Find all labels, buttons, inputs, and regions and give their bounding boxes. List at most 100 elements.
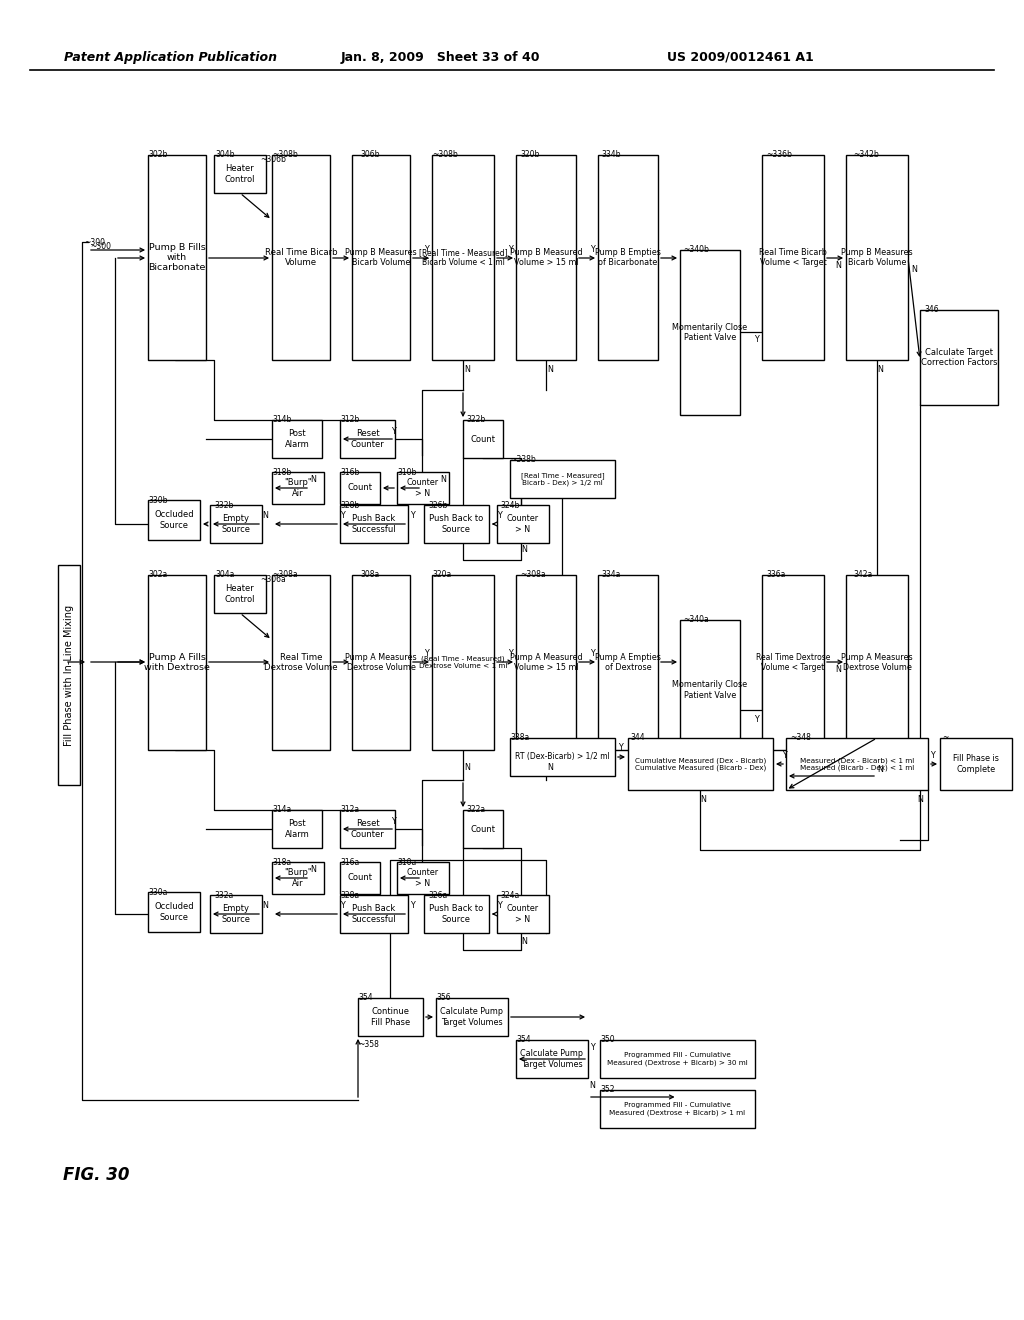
Text: Y: Y [390,817,395,826]
Text: Real Time Bicarb
Volume: Real Time Bicarb Volume [264,248,337,267]
Bar [352,576,410,750]
Text: Programmed Fill - Cumulative
Measured (Dextrose + Bicarb) > 1 ml: Programmed Fill - Cumulative Measured (D… [609,1102,745,1115]
Bar [397,473,449,504]
Bar [598,154,658,360]
Bar [598,576,658,750]
Bar [516,576,575,750]
Text: Y: Y [497,511,502,520]
Text: Count: Count [347,874,373,883]
Text: Y: Y [410,511,415,520]
Text: N: N [589,1081,595,1090]
Text: N: N [547,366,553,375]
Bar [272,420,322,458]
Bar [340,420,395,458]
Bar [397,862,449,894]
Text: 318a: 318a [272,858,291,867]
Text: Measured (Dex - Bicarb) < 1 ml
Measured (Bicarb - Dex) < 1 ml: Measured (Dex - Bicarb) < 1 ml Measured … [800,756,914,771]
Text: N: N [547,763,553,772]
Text: 308a: 308a [360,570,379,579]
Text: 304a: 304a [215,570,234,579]
Text: 304b: 304b [215,150,234,158]
Text: Counter
> N: Counter > N [507,515,539,533]
Text: Y: Y [590,246,594,255]
Bar [516,1040,588,1078]
Text: FIG. 30: FIG. 30 [63,1166,129,1184]
Bar [510,738,615,776]
Text: (Real Time - Measured)
Dextrose Volume < 1 ml: (Real Time - Measured) Dextrose Volume <… [419,656,507,669]
Text: ~338b: ~338b [510,455,536,465]
Text: Real Time
Dextrose Volume: Real Time Dextrose Volume [264,653,338,672]
Text: Y: Y [340,511,344,520]
Text: N: N [918,796,923,804]
Text: 322a: 322a [466,805,485,814]
Text: Occluded
Source: Occluded Source [155,511,194,529]
Bar [424,506,489,543]
Bar [600,1040,755,1078]
Text: ~308a: ~308a [272,570,298,579]
Text: [Real Time - Measured]
Bicarb Volume < 1 ml: [Real Time - Measured] Bicarb Volume < 1… [419,248,507,267]
Text: 326b: 326b [428,502,447,510]
Text: Y: Y [590,1044,594,1052]
Text: N: N [835,665,841,675]
Text: Fill Phase with In-Line Mixing: Fill Phase with In-Line Mixing [63,605,74,746]
Text: Patent Application Publication: Patent Application Publication [63,50,276,63]
Text: 316a: 316a [340,858,359,867]
Bar [272,154,330,360]
Text: "Burp"
Air: "Burp" Air [285,478,312,498]
Text: ~300: ~300 [90,242,111,251]
Text: N: N [464,366,470,375]
Text: Calculate Pump
Target Volumes: Calculate Pump Target Volumes [520,1049,584,1069]
Text: Y: Y [508,649,512,659]
Text: 354: 354 [516,1035,530,1044]
Text: ~308b: ~308b [432,150,458,158]
Text: Empty
Source: Empty Source [221,515,251,533]
Text: Programmed Fill - Cumulative
Measured (Dextrose + Bicarb) > 30 ml: Programmed Fill - Cumulative Measured (D… [607,1052,748,1065]
Bar [680,620,740,760]
Text: 338a: 338a [510,733,529,742]
Text: 302a: 302a [148,570,167,579]
Text: N: N [262,902,268,911]
Bar [846,154,908,360]
Text: Occluded
Source: Occluded Source [155,903,194,921]
Text: N: N [521,937,527,946]
Bar [510,459,615,498]
Text: Y: Y [424,649,428,659]
Text: 334b: 334b [601,150,621,158]
Text: 318b: 318b [272,469,291,477]
Text: N: N [911,265,916,275]
Text: N: N [878,766,883,775]
Text: Y: Y [754,715,759,725]
Text: ~306b: ~306b [260,154,286,164]
Text: Y: Y [781,751,786,760]
Text: ~336b: ~336b [766,150,792,158]
Text: Push Back
Successful: Push Back Successful [351,515,396,533]
Text: Counter
> N: Counter > N [407,869,439,887]
Text: ~308a: ~308a [520,570,546,579]
Bar [358,998,423,1036]
Text: 310a: 310a [397,858,416,867]
Text: Post
Alarm: Post Alarm [285,820,309,838]
Text: N: N [700,796,706,804]
Text: N: N [878,366,883,375]
Bar [210,506,262,543]
Text: 354: 354 [358,993,373,1002]
Bar [148,154,206,360]
Text: 316b: 316b [340,469,359,477]
Bar [762,576,824,750]
Bar [497,506,549,543]
Text: 314a: 314a [272,805,291,814]
Bar [920,310,998,405]
Bar [214,576,266,612]
Text: ~342b: ~342b [853,150,879,158]
Text: Counter
> N: Counter > N [407,478,439,498]
Text: Continue
Fill Phase: Continue Fill Phase [371,1007,411,1027]
Text: 346: 346 [924,305,939,314]
Text: 314b: 314b [272,414,292,424]
Text: RT (Dex-Bicarb) > 1/2 ml: RT (Dex-Bicarb) > 1/2 ml [515,752,610,762]
Text: Heater
Control: Heater Control [224,585,255,603]
Text: Y: Y [340,902,344,911]
Text: Reset
Counter: Reset Counter [350,820,384,838]
Text: Counter
> N: Counter > N [507,904,539,924]
Bar [148,892,200,932]
Bar [846,576,908,750]
